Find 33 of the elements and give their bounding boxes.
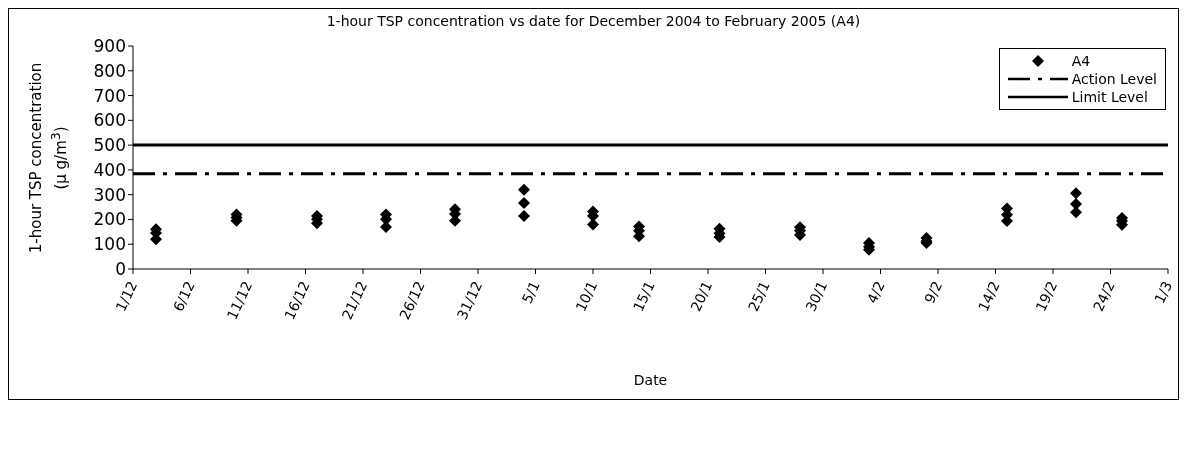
y-tick-label: 600 <box>93 110 126 131</box>
point <box>518 183 530 196</box>
y-tick-label: 300 <box>93 184 126 205</box>
y-tick-label: 0 <box>115 259 126 280</box>
y-tick-label: 200 <box>93 209 126 230</box>
legend-label: A4 <box>1071 53 1091 69</box>
legend-label: Limit Level <box>1071 89 1148 105</box>
x-tick-label: 19/2 <box>1032 278 1061 314</box>
x-tick-label: 5/1 <box>518 278 543 306</box>
x-tick-label: 14/2 <box>974 278 1003 314</box>
x-tick-label: 30/1 <box>802 278 831 314</box>
point <box>518 197 530 210</box>
x-axis-title: Date <box>633 372 668 388</box>
point <box>518 209 530 222</box>
y-tick-label: 100 <box>93 234 126 255</box>
chart-title: 1-hour TSP concentration vs date for December 2004 to February 2005 (A4) <box>325 13 862 29</box>
x-tick-label: 24/2 <box>1089 278 1118 314</box>
legend-label: Action Level <box>1071 71 1157 87</box>
y-tick-label: 800 <box>93 60 126 81</box>
x-tick-label: 20/1 <box>687 278 716 314</box>
x-tick-label: 9/2 <box>921 278 946 306</box>
x-tick-label: 1/3 <box>1151 278 1176 306</box>
y-tick-label: 400 <box>93 159 126 180</box>
x-tick-label: 10/1 <box>572 278 601 314</box>
y-tick-label: 500 <box>93 135 126 156</box>
x-tick-label: 25/1 <box>744 278 773 314</box>
y-tick-label: 700 <box>93 85 126 106</box>
x-tick-label: 4/2 <box>863 278 888 306</box>
y-tick-label: 900 <box>93 36 126 57</box>
point <box>1070 187 1082 200</box>
x-tick-label: 1/12 <box>112 278 141 314</box>
x-tick-label: 6/12 <box>169 278 198 314</box>
x-tick-label: 15/1 <box>629 278 658 314</box>
